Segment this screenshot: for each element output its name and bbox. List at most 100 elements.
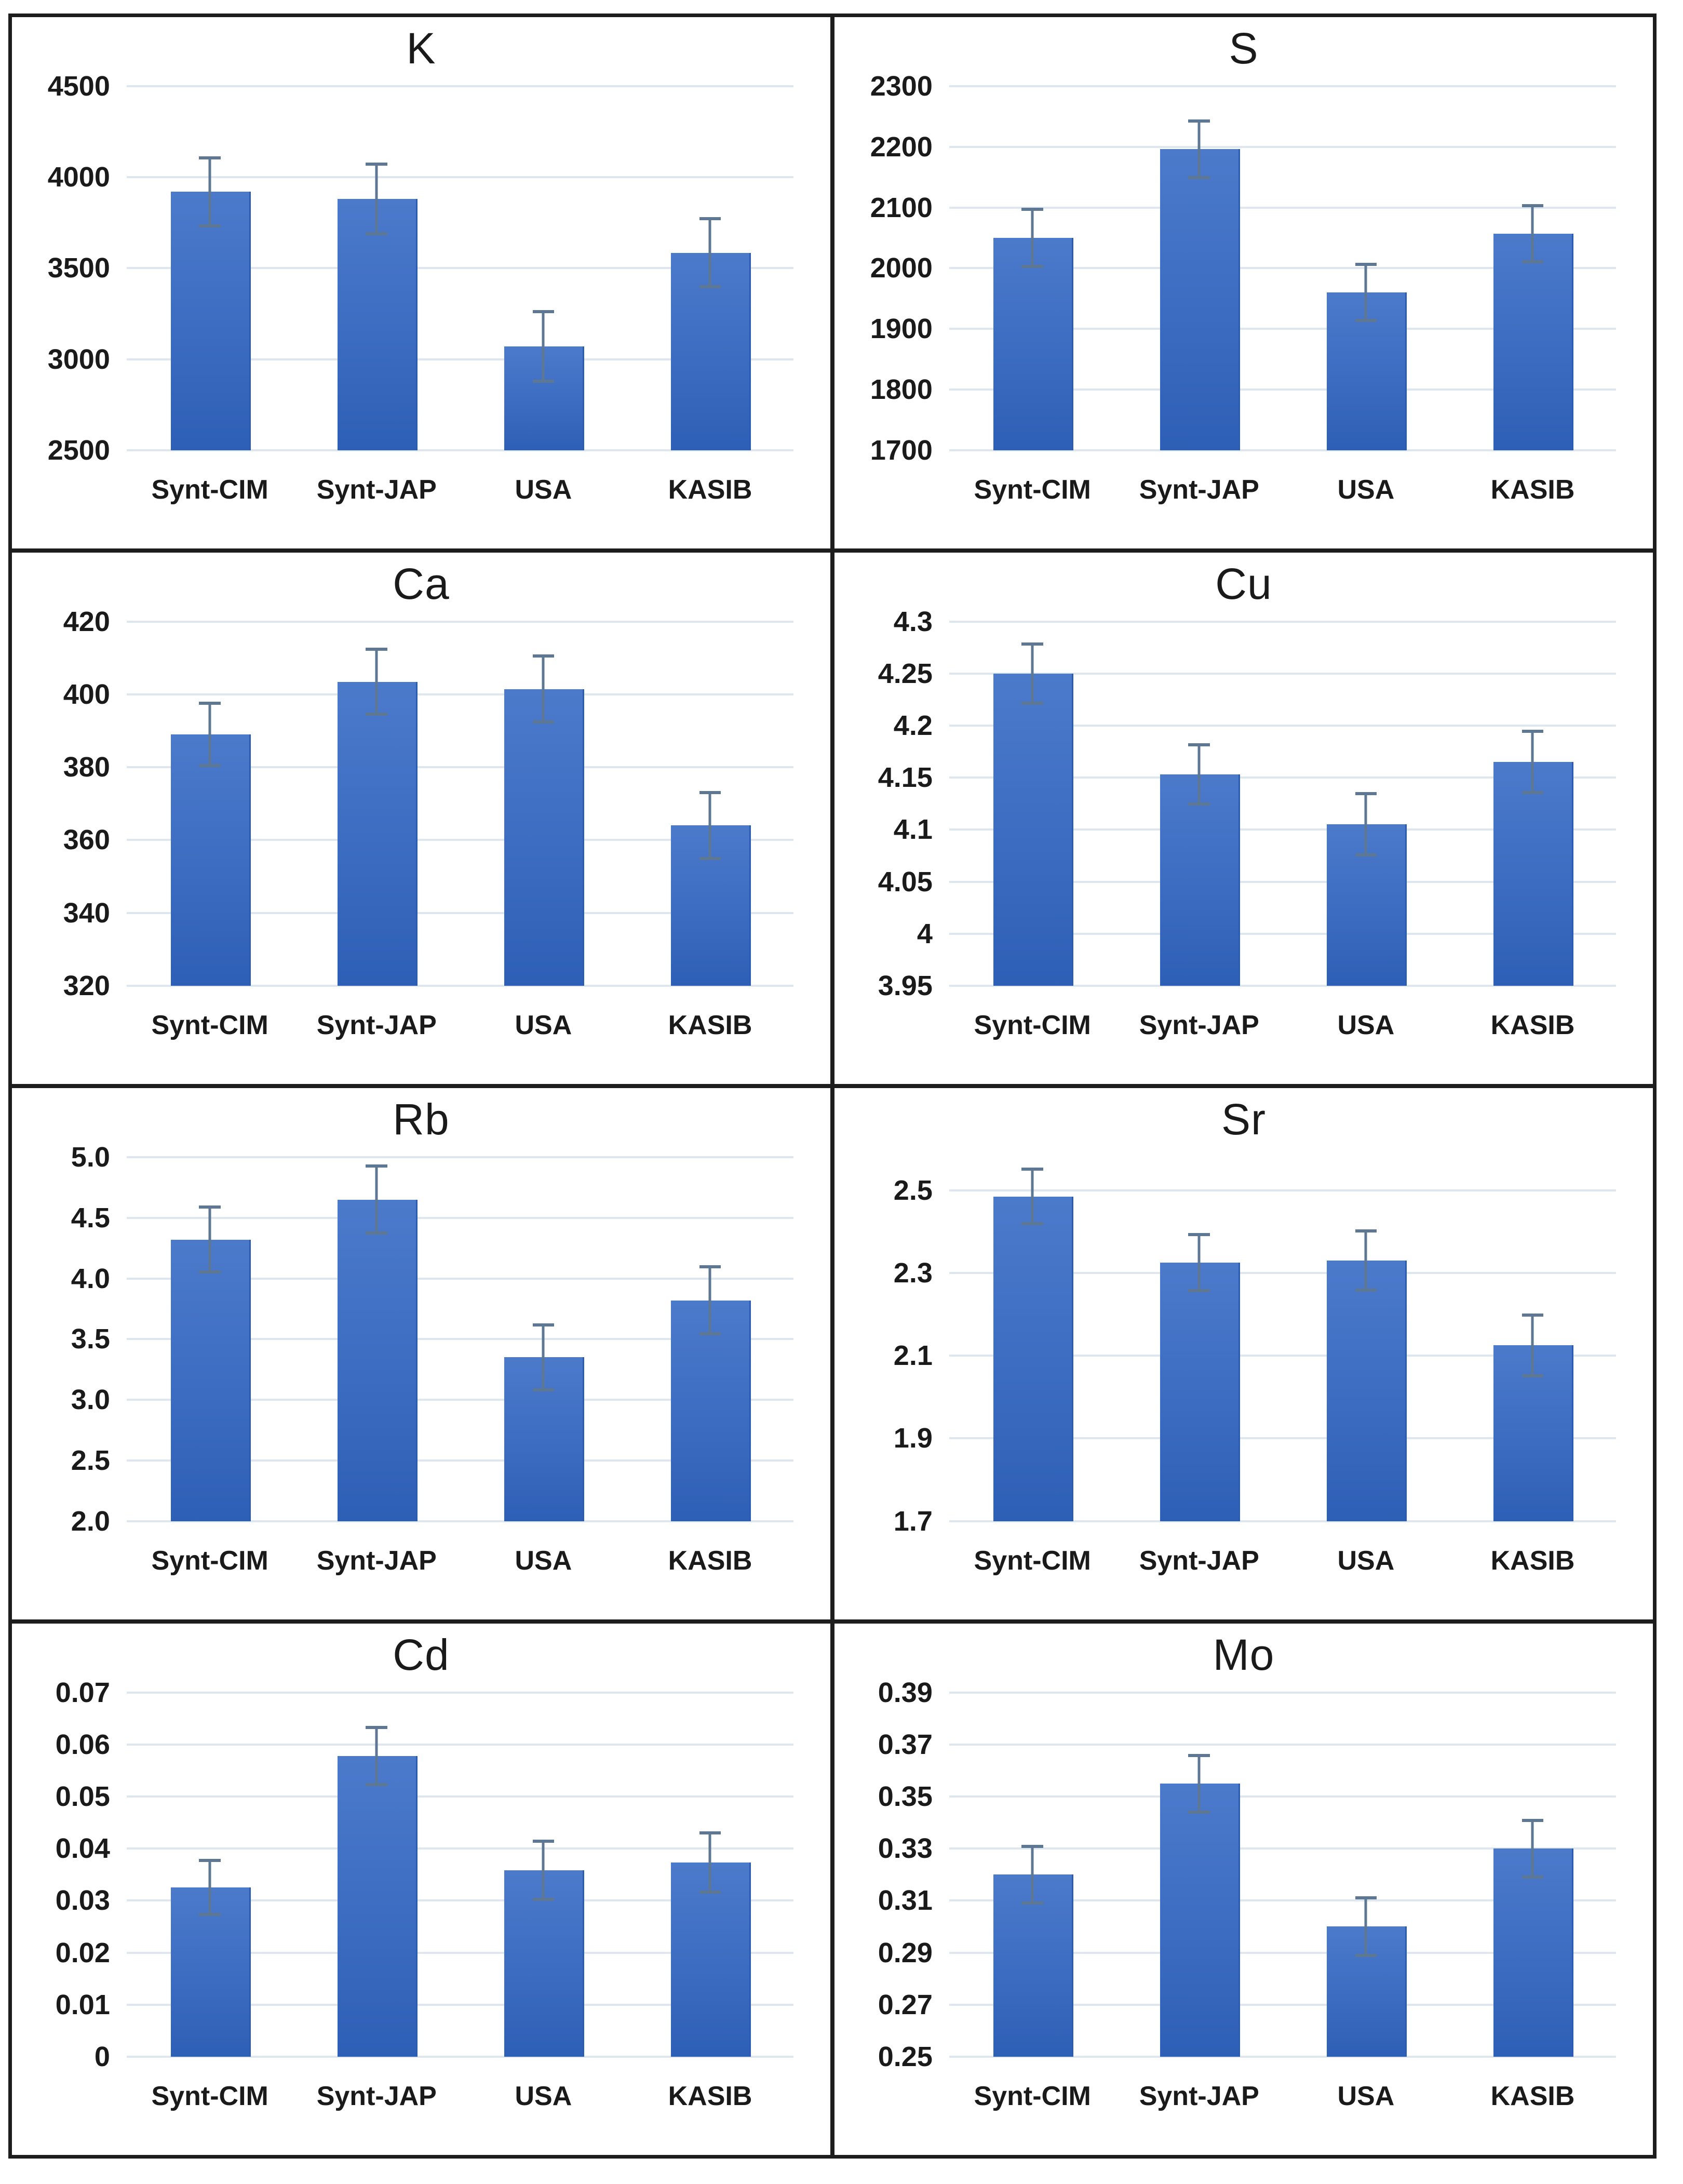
error-bar-line (1031, 642, 1034, 705)
category-label-kasib: KASIB (668, 1545, 752, 1576)
bar-synt-cim (170, 192, 251, 450)
y-tick-label: 0.06 (55, 1729, 110, 1761)
error-bar-cap-top (199, 1859, 221, 1863)
error-bar-cap-bottom (699, 285, 721, 288)
error-bar-line (1197, 1232, 1201, 1293)
gridline (949, 1271, 1617, 1274)
bar-usa (504, 1870, 584, 2057)
gridline (949, 1796, 1617, 1798)
y-tick-label: 0.02 (55, 1937, 110, 1968)
error-bar-line (208, 1205, 211, 1274)
error-bar-line (208, 156, 211, 227)
gridline (126, 693, 794, 696)
chart-panel-cu: Cu 4.3 4.25 4.2 4.15 4.1 4.05 4 3.95 Synt-CIM Sy… (832, 551, 1655, 1086)
category-label-usa: USA (515, 1545, 572, 1576)
error-bar-cap-bottom (366, 712, 388, 716)
y-tick-label: 0.01 (55, 1989, 110, 2020)
error-bar-line (1364, 792, 1367, 857)
error-bar-line (708, 790, 711, 860)
error-bar-synt-jap (1188, 743, 1210, 806)
category-label-usa: USA (1337, 1545, 1395, 1576)
gridline (949, 449, 1617, 451)
chart-panel-s: S 2300 2200 2100 2000 1900 1800 1700 Synt-CIM S… (832, 15, 1655, 551)
gridline (949, 725, 1617, 727)
gridline (949, 984, 1617, 987)
error-bar-cap-bottom (1021, 265, 1044, 269)
y-tick-label: 4.2 (893, 710, 933, 742)
error-bar-cap-bottom (1522, 791, 1544, 795)
y-tick-label: 1700 (870, 434, 933, 466)
error-bar-synt-jap (1188, 1753, 1210, 1814)
error-bar-cap-bottom (1188, 176, 1210, 179)
category-label-synt-cim: Synt-CIM (151, 1545, 268, 1576)
gridline (949, 1520, 1617, 1522)
x-axis-category-labels: Synt-CIM Synt-JAP USA KASIB (949, 2067, 1616, 2115)
gridline (126, 267, 794, 270)
category-label-kasib: KASIB (1490, 1545, 1575, 1576)
error-bar-cap-top (1522, 730, 1544, 733)
error-bar-cap-bottom (1021, 702, 1044, 705)
y-tick-label: 0.39 (878, 1677, 933, 1708)
gridline (126, 1951, 794, 1954)
category-label-kasib: KASIB (668, 1010, 752, 1040)
y-tick-label: 2100 (870, 192, 933, 223)
gridline (949, 620, 1617, 623)
error-bar-cap-bottom (699, 856, 721, 860)
gridline (126, 620, 794, 623)
bar-kasib (671, 1863, 751, 2057)
y-tick-label: 2300 (870, 70, 933, 102)
y-tick-label: 1900 (870, 313, 933, 345)
error-bar-synt-jap (1188, 119, 1210, 179)
category-label-synt-cim: Synt-CIM (974, 1010, 1091, 1040)
error-bar-synt-cim (199, 1859, 221, 1917)
y-tick-label: 1.9 (893, 1423, 933, 1454)
error-bar-synt-cim (1021, 207, 1044, 269)
error-bar-usa (532, 1840, 555, 1901)
bar-usa (1326, 1261, 1407, 1521)
error-bar-kasib (1522, 204, 1544, 263)
category-label-usa: USA (515, 1010, 572, 1040)
error-bar-usa (1355, 262, 1377, 323)
error-bar-cap-bottom (1522, 1374, 1544, 1377)
chart-title: Mo (1213, 1630, 1275, 1680)
gridline (126, 984, 794, 987)
gridline (949, 1691, 1617, 1694)
error-bar-kasib (1522, 1313, 1544, 1377)
error-bar-line (708, 1265, 711, 1336)
y-tick-label: 320 (63, 970, 110, 1001)
gridline (126, 1277, 794, 1280)
gridline (949, 673, 1617, 675)
category-label-kasib: KASIB (1490, 2081, 1575, 2111)
error-bar-cap-bottom (532, 1388, 555, 1391)
error-bar-usa (1355, 1229, 1377, 1292)
gridline (949, 1847, 1617, 1850)
error-bar-synt-cim (199, 156, 221, 227)
y-tick-label: 2.5 (71, 1444, 110, 1476)
error-bar-cap-top (1355, 1896, 1377, 1899)
error-bar-line (1364, 262, 1367, 323)
gridline (949, 1744, 1617, 1746)
y-tick-label: 5.0 (71, 1141, 110, 1173)
category-label-usa: USA (515, 2081, 572, 2111)
error-bar-line (1531, 1818, 1534, 1879)
category-label-synt-jap: Synt-JAP (1139, 474, 1259, 505)
bar-usa (504, 689, 584, 986)
y-axis-tick-labels: 0.07 0.06 0.05 0.04 0.03 0.02 0.01 0 (12, 1677, 118, 2072)
error-bar-cap-top (532, 1323, 555, 1327)
plot-area (126, 1691, 794, 2058)
gridline (949, 206, 1617, 209)
charts-grid: K 4500 4000 3500 3000 2500 Synt-CIM Synt-JAP U… (8, 14, 1657, 2159)
error-bar-cap-top (699, 1265, 721, 1268)
chart-title: Ca (393, 559, 450, 609)
error-bar-cap-bottom (1355, 1954, 1377, 1958)
error-bar-line (375, 1726, 378, 1787)
error-bar-cap-top (1021, 1844, 1044, 1848)
gridline (949, 1355, 1617, 1357)
error-bar-synt-cim (199, 1205, 221, 1274)
error-bar-cap-top (699, 1831, 721, 1835)
chart-panel-rb: Rb 5.0 4.5 4.0 3.5 3.0 2.5 2.0 Synt-CIM Synt-JA… (10, 1086, 832, 1622)
error-bar-cap-bottom (1188, 1810, 1210, 1814)
error-bar-cap-top (366, 1164, 388, 1168)
y-tick-label: 3000 (47, 343, 110, 375)
y-tick-label: 0 (94, 2041, 110, 2072)
